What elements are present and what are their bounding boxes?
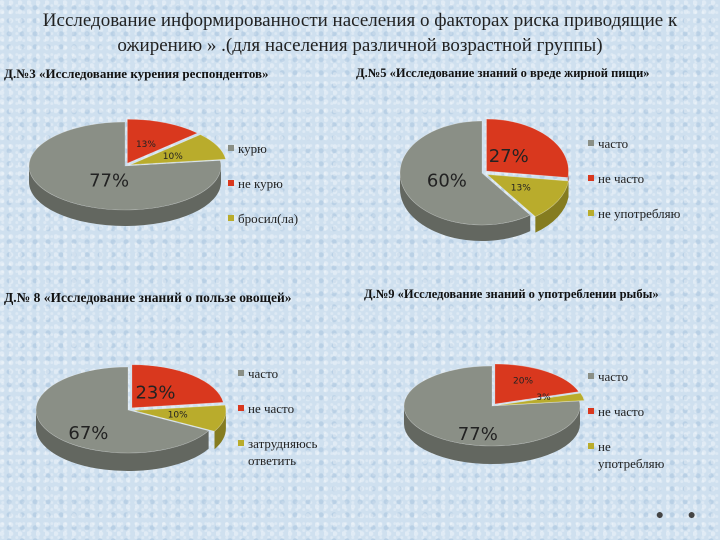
pie-slice-side xyxy=(535,181,569,233)
legend-label: не употребляю xyxy=(598,206,681,221)
legend-item: курю xyxy=(228,140,298,157)
legend-swatch xyxy=(588,408,594,414)
legend-swatch xyxy=(588,443,594,449)
legend-label: не часто xyxy=(248,401,295,416)
pie-data-label: 60% xyxy=(427,171,467,192)
legend-label: курю xyxy=(238,141,267,156)
legend-fatty-food: часто не часто не употребляю xyxy=(588,135,680,240)
legend-item: часто xyxy=(588,135,680,152)
legend-swatch xyxy=(228,145,234,151)
chart-2-title: Д.№5 «Исследование знаний о вреде жирной… xyxy=(356,66,650,80)
pie-slice-2 xyxy=(131,364,224,409)
pie-slice-2 xyxy=(486,118,569,178)
legend-label: бросил(ла) xyxy=(238,211,299,226)
page-title: Исследование информированности населения… xyxy=(42,10,678,56)
pie-data-label: 13% xyxy=(511,184,531,194)
legend-label: не курю xyxy=(238,176,283,191)
legend-swatch xyxy=(588,175,594,181)
legend-item: не употребляю xyxy=(588,205,680,222)
chart-4-title: Д.№9 «Исследование знаний о употреблении… xyxy=(364,287,659,301)
legend-item: часто xyxy=(588,368,678,385)
pie-slice-side xyxy=(400,173,531,241)
legend-swatch xyxy=(228,180,234,186)
chart-3-title: Д.№ 8 «Исследование знаний о пользе овощ… xyxy=(4,290,292,305)
pie-slice-1 xyxy=(399,120,531,226)
pie-data-label: 23% xyxy=(135,383,175,404)
pie-slice-side xyxy=(404,406,580,464)
pie-data-label: 10% xyxy=(168,411,188,421)
pie-slice-3 xyxy=(130,134,227,166)
pie-data-label: 77% xyxy=(458,424,498,445)
pie-data-label: 10% xyxy=(163,152,183,162)
pie-chart-smoking: 77% 13% 10% xyxy=(28,118,227,226)
pie-slice-1 xyxy=(35,366,210,454)
legend-swatch xyxy=(588,373,594,379)
pie-chart-vegetables: 67% 23% 10% xyxy=(35,364,227,471)
pie-slice-3 xyxy=(486,174,569,217)
pie-slice-3 xyxy=(133,404,227,432)
pie-slice-side xyxy=(214,410,226,450)
legend-item: не часто xyxy=(588,403,678,420)
chart-1-title: Д.№3 «Исследование курения респондентов» xyxy=(4,66,269,81)
pie-data-label: 3% xyxy=(536,393,551,403)
legend-swatch xyxy=(228,215,234,221)
pie-data-label: 67% xyxy=(68,423,108,444)
pie-chart-fatty-food: 60% 27% 13% xyxy=(399,118,569,241)
legend-vegetables: часто не часто затрудняюсь ответить xyxy=(238,365,348,487)
pie-data-label: 13% xyxy=(136,140,156,150)
legend-item: не курю xyxy=(228,175,298,192)
legend-smoking: курю не курю бросил(ла) xyxy=(228,140,298,245)
pie-slice-1 xyxy=(403,365,581,447)
legend-swatch xyxy=(238,440,244,446)
pie-slice-2 xyxy=(494,363,580,405)
pie-data-label: 27% xyxy=(489,146,529,167)
legend-swatch xyxy=(588,140,594,146)
legend-item: бросил(ла) xyxy=(228,210,298,227)
legend-item: не часто xyxy=(238,400,348,417)
pie-slice-side xyxy=(36,410,209,471)
pie-slice-side xyxy=(29,166,221,226)
legend-label: не употребляю xyxy=(598,439,665,471)
legend-swatch xyxy=(238,370,244,376)
legend-fish: часто не часто не употребляю xyxy=(588,368,678,490)
pie-data-label: 20% xyxy=(513,377,533,387)
legend-item: затрудняюсь ответить xyxy=(238,435,348,469)
legend-label: не часто xyxy=(598,404,645,419)
legend-swatch xyxy=(238,405,244,411)
pie-chart-fish: 77% 20%3% xyxy=(403,363,585,464)
legend-item: не часто xyxy=(588,170,680,187)
legend-label: не часто xyxy=(598,171,645,186)
legend-swatch xyxy=(588,210,594,216)
pie-slice-2 xyxy=(127,118,199,164)
legend-label: часто xyxy=(598,369,629,384)
pie-slice-3 xyxy=(496,392,585,406)
pie-data-label: 77% xyxy=(89,171,129,192)
decorative-bullets: ● ● xyxy=(655,508,706,523)
legend-label: часто xyxy=(598,136,629,151)
legend-item: не употребляю xyxy=(588,438,678,472)
legend-label: затрудняюсь ответить xyxy=(248,436,318,468)
legend-label: часто xyxy=(248,366,279,381)
legend-item: часто xyxy=(238,365,348,382)
pie-slice-1 xyxy=(28,121,222,211)
